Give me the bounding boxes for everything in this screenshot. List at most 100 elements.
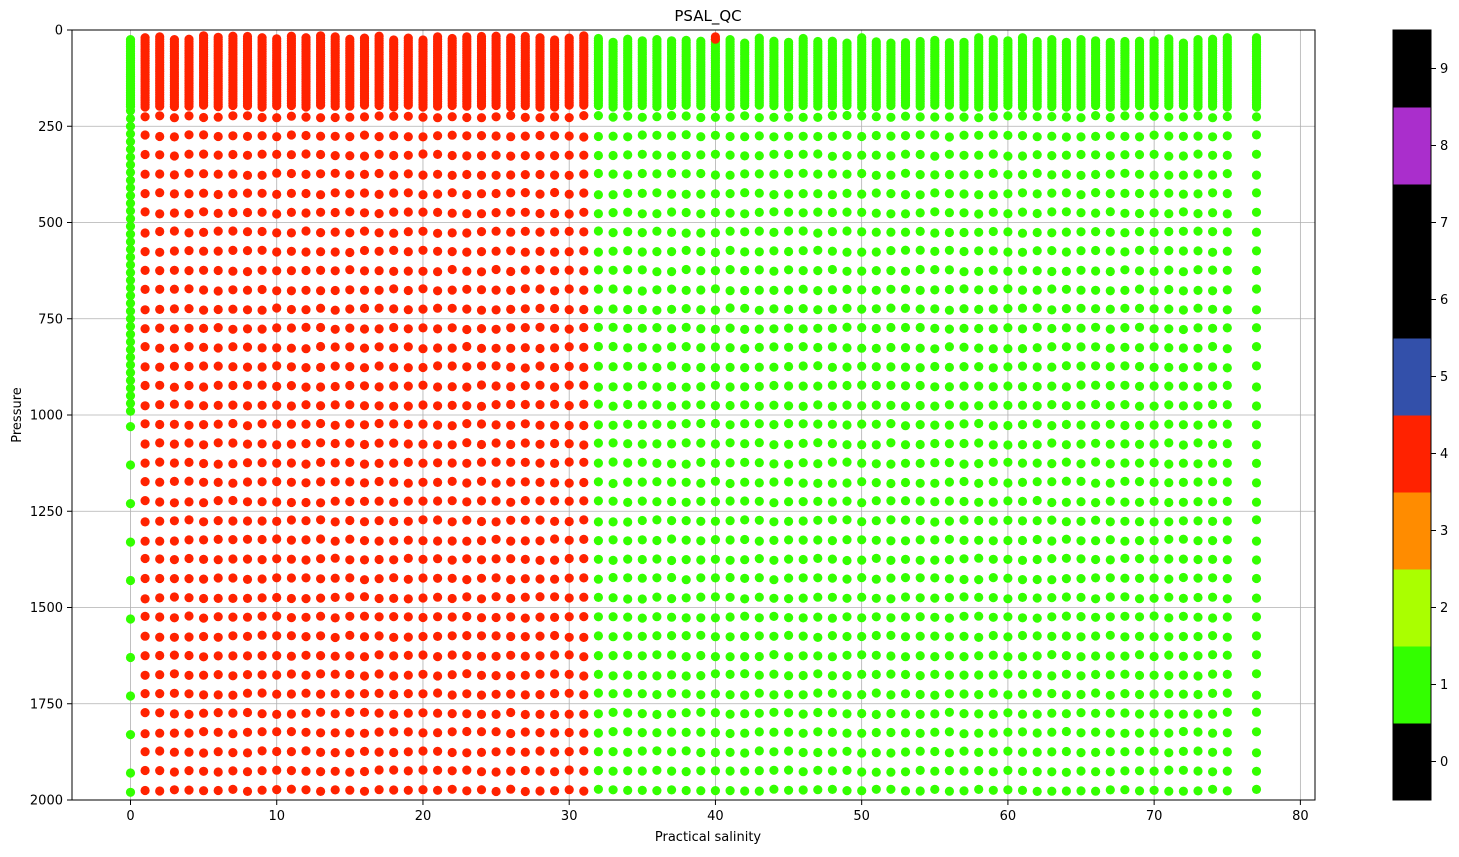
scatter-point	[448, 612, 457, 621]
scatter-point	[1047, 632, 1056, 641]
scatter-point	[331, 151, 340, 160]
scatter-point	[360, 708, 369, 717]
scatter-point	[184, 284, 193, 293]
scatter-point	[214, 555, 223, 564]
scatter-point	[930, 247, 939, 256]
scatter-point	[155, 209, 164, 218]
scatter-point	[243, 324, 252, 333]
scatter-point	[769, 401, 778, 410]
scatter-point	[243, 767, 252, 776]
scatter-point	[652, 227, 661, 236]
scatter-point	[1135, 477, 1144, 486]
scatter-point	[667, 111, 676, 120]
scatter-point	[901, 496, 910, 505]
scatter-point	[594, 612, 603, 621]
scatter-point	[696, 209, 705, 218]
scatter-point	[418, 190, 427, 199]
scatter-point	[1120, 323, 1129, 332]
scatter-point	[579, 787, 588, 796]
scatter-point	[258, 670, 267, 679]
scatter-point	[579, 400, 588, 409]
scatter-point	[1208, 650, 1217, 659]
scatter-point	[448, 458, 457, 467]
scatter-point	[126, 653, 135, 662]
scatter-point	[155, 305, 164, 314]
scatter-point	[228, 748, 237, 757]
scatter-point	[1047, 516, 1056, 525]
scatter-point	[535, 496, 544, 505]
scatter-point	[433, 343, 442, 352]
scatter-point	[170, 362, 179, 371]
scatter-point	[521, 343, 530, 352]
scatter-point	[1076, 362, 1085, 371]
scatter-point	[1208, 689, 1217, 698]
scatter-point	[550, 363, 559, 372]
scatter-point	[1062, 342, 1071, 351]
scatter-point	[784, 555, 793, 564]
scatter-point	[184, 729, 193, 738]
scatter-point	[214, 612, 223, 621]
scatter-point	[331, 208, 340, 217]
scatter-point	[945, 246, 954, 255]
scatter-point	[375, 247, 384, 256]
scatter-point	[404, 227, 413, 236]
scatter-point	[916, 632, 925, 641]
scatter-point	[492, 787, 501, 796]
scatter-point	[1076, 286, 1085, 295]
scatter-point	[799, 516, 808, 525]
scatter-point	[945, 671, 954, 680]
scatter-point	[667, 594, 676, 603]
scatter-point	[1164, 246, 1173, 255]
scatter-point	[682, 286, 691, 295]
scatter-point	[155, 266, 164, 275]
scatter-point	[184, 515, 193, 524]
scatter-point	[1047, 382, 1056, 391]
scatter-point	[828, 227, 837, 236]
scatter-point	[1179, 343, 1188, 352]
scatter-point	[462, 305, 471, 314]
scatter-point	[565, 593, 574, 602]
scatter-point	[959, 170, 968, 179]
scatter-point	[565, 650, 574, 659]
scatter-point	[214, 460, 223, 469]
scatter-point	[155, 689, 164, 698]
scatter-point	[258, 171, 267, 180]
scatter-point	[667, 767, 676, 776]
scatter-point	[243, 555, 252, 564]
scatter-point	[1018, 344, 1027, 353]
scatter-point	[1091, 573, 1100, 582]
scatter-point	[418, 284, 427, 293]
scatter-point	[1135, 671, 1144, 680]
scatter-point	[535, 361, 544, 370]
scatter-point	[360, 227, 369, 236]
scatter-point	[1018, 497, 1027, 506]
scatter-point	[214, 651, 223, 660]
scatter-point	[959, 671, 968, 680]
scatter-point	[1120, 574, 1129, 583]
scatter-point	[170, 498, 179, 507]
scatter-point	[199, 306, 208, 315]
scatter-point	[228, 189, 237, 198]
scatter-point	[565, 689, 574, 698]
scatter-point	[462, 401, 471, 410]
scatter-point	[682, 536, 691, 545]
scatter-point	[842, 323, 851, 332]
scatter-point	[155, 612, 164, 621]
scatter-point	[1193, 766, 1202, 775]
scatter-point	[638, 113, 647, 122]
scatter-point	[813, 382, 822, 391]
scatter-point	[886, 132, 895, 141]
scatter-point	[1135, 304, 1144, 313]
scatter-point	[857, 690, 866, 699]
scatter-point	[433, 229, 442, 238]
scatter-point	[1106, 440, 1115, 449]
scatter-point	[1193, 421, 1202, 430]
scatter-point	[1091, 457, 1100, 466]
scatter-point	[521, 363, 530, 372]
scatter-point	[1018, 266, 1027, 275]
scatter-point	[1033, 401, 1042, 410]
scatter-point	[433, 652, 442, 661]
scatter-point	[492, 361, 501, 370]
scatter-point	[258, 381, 267, 390]
scatter-point	[579, 478, 588, 487]
